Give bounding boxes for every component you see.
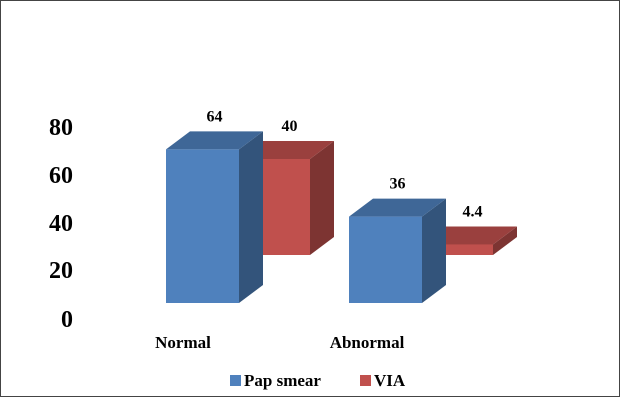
bar-front-face: [420, 244, 493, 255]
bar-front-face: [349, 216, 422, 303]
legend-entry: VIA: [374, 371, 406, 390]
data-label: 64: [207, 108, 223, 125]
y-tick-label: 20: [49, 258, 73, 284]
bar-top-face: [349, 198, 446, 217]
legend: Pap smear VIA: [230, 371, 406, 390]
bar-top-face: [166, 131, 263, 150]
legend-swatch: [230, 375, 241, 386]
category-label: Normal: [155, 333, 211, 352]
bar-series: [166, 131, 517, 303]
data-label: 4.4: [463, 203, 483, 220]
y-tick-label: 0: [61, 307, 73, 333]
y-tick-label: 80: [49, 115, 73, 141]
bar-side-face: [422, 198, 446, 303]
data-label: 40: [282, 118, 298, 135]
category-labels: Normal Abnormal: [155, 333, 404, 352]
bar-side-face: [493, 226, 517, 255]
y-tick-label: 60: [49, 163, 73, 189]
legend-entry: Pap smear: [244, 371, 321, 390]
y-tick-label: 40: [49, 211, 73, 237]
bar-front-face: [166, 149, 239, 303]
data-label: 36: [390, 176, 406, 193]
category-label: Abnormal: [330, 333, 405, 352]
bar-pap-smear-abnormal: [349, 198, 446, 303]
data-labels: 40 4.4 64 36: [207, 108, 483, 220]
y-axis-ticks: 0 20 40 60 80: [49, 115, 73, 333]
bar-side-face: [239, 131, 263, 303]
bar-side-face: [310, 141, 334, 255]
bar-pap-smear-normal: [166, 131, 263, 303]
legend-swatch: [360, 375, 371, 386]
